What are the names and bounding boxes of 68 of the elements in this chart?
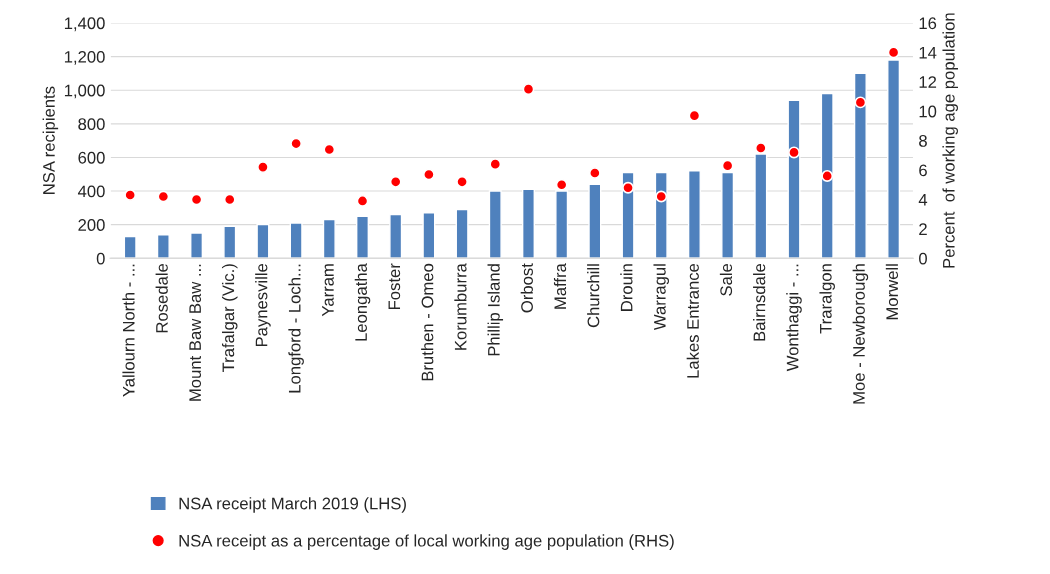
y-tick-label: 400 [77,185,105,198]
y-tick-label: 800 [78,118,105,131]
y2-axis-title: Percent of working age population [942,13,958,268]
y2-tick-label: 16 [919,17,937,30]
x-tick-label: Wonthaggi - ... [786,264,802,372]
bar [787,99,801,259]
y-tick-label: 1,000 [64,84,105,99]
point [655,190,668,203]
bar [156,234,170,259]
y2-tick-label: 4 [918,194,928,206]
x-tick-label: Sale [719,263,733,296]
bar [687,170,701,259]
y-axis-title: NSA recipients [42,86,59,194]
x-tick-label: Phillip Island [487,264,504,356]
y2-tick-label: 10 [919,105,937,118]
x-tick-label: Rosedale [155,263,168,333]
x-tick-label: Traralgon [819,264,835,334]
x-tick-label: Yallourn North - ... [122,264,135,397]
bar [455,208,469,259]
y-tick-label: 1,200 [64,50,105,65]
y2-tick-label: 6 [919,164,927,177]
x-tick-label: Mount Baw Baw ... [189,264,202,401]
x-tick-label: Longford - Loch... [288,264,304,393]
bar [190,232,204,259]
bar [820,92,834,259]
bar [521,188,535,259]
bar [223,225,237,259]
x-tick-label: Yarram [322,264,334,317]
x-tick-label: Orbost [520,263,533,313]
bar [389,213,403,259]
y2-tick-label: 14 [919,46,937,59]
y-tick-label: 1,400 [64,17,105,32]
bar [356,215,370,259]
x-tick-label: Morwell [885,264,899,320]
bar [422,212,436,259]
bar [322,218,336,259]
x-tick-label: Churchill [587,264,600,328]
y-tick-label: 600 [78,151,105,164]
y2-tick-label: 2 [919,223,927,235]
x-tick-label: Paynesville [255,263,271,347]
bar [256,223,270,259]
y2-tick-label: 8 [919,135,927,147]
x-tick-label: Lakes Entrance [686,263,699,378]
x-tick-label: Bruthen - Omeo [421,263,434,381]
point [788,146,800,159]
point [622,181,635,194]
x-tick-label: Korumburra [454,263,467,350]
y-tick-label: 200 [78,219,105,231]
y2-tick-label: 0 [919,252,927,265]
point [821,169,834,182]
x-tick-label: Moe - Newborough [852,264,869,404]
x-tick-label: Leongatha [354,263,371,341]
x-tick-label: Bairnsdale [753,263,766,341]
bar [853,72,867,259]
legend-label: NSA receipt as a percentage of local working age population (RHS) [179,534,674,550]
x-tick-label: Foster [388,263,401,310]
legend-label: NSA receipt March 2019 (LHS) [179,497,406,513]
y-tick-label: 0 [96,252,105,265]
bar [588,183,602,259]
bar [488,190,502,259]
x-tick-label: Drouin [620,264,633,311]
x-tick-label: Maffra [553,263,567,309]
y2-tick-label: 12 [919,76,937,88]
x-tick-label: Warragul [653,264,670,331]
point [854,96,867,109]
x-tick-label: Trafalgar (Vic.) [221,264,238,373]
bar [289,222,303,259]
bar [123,235,137,259]
